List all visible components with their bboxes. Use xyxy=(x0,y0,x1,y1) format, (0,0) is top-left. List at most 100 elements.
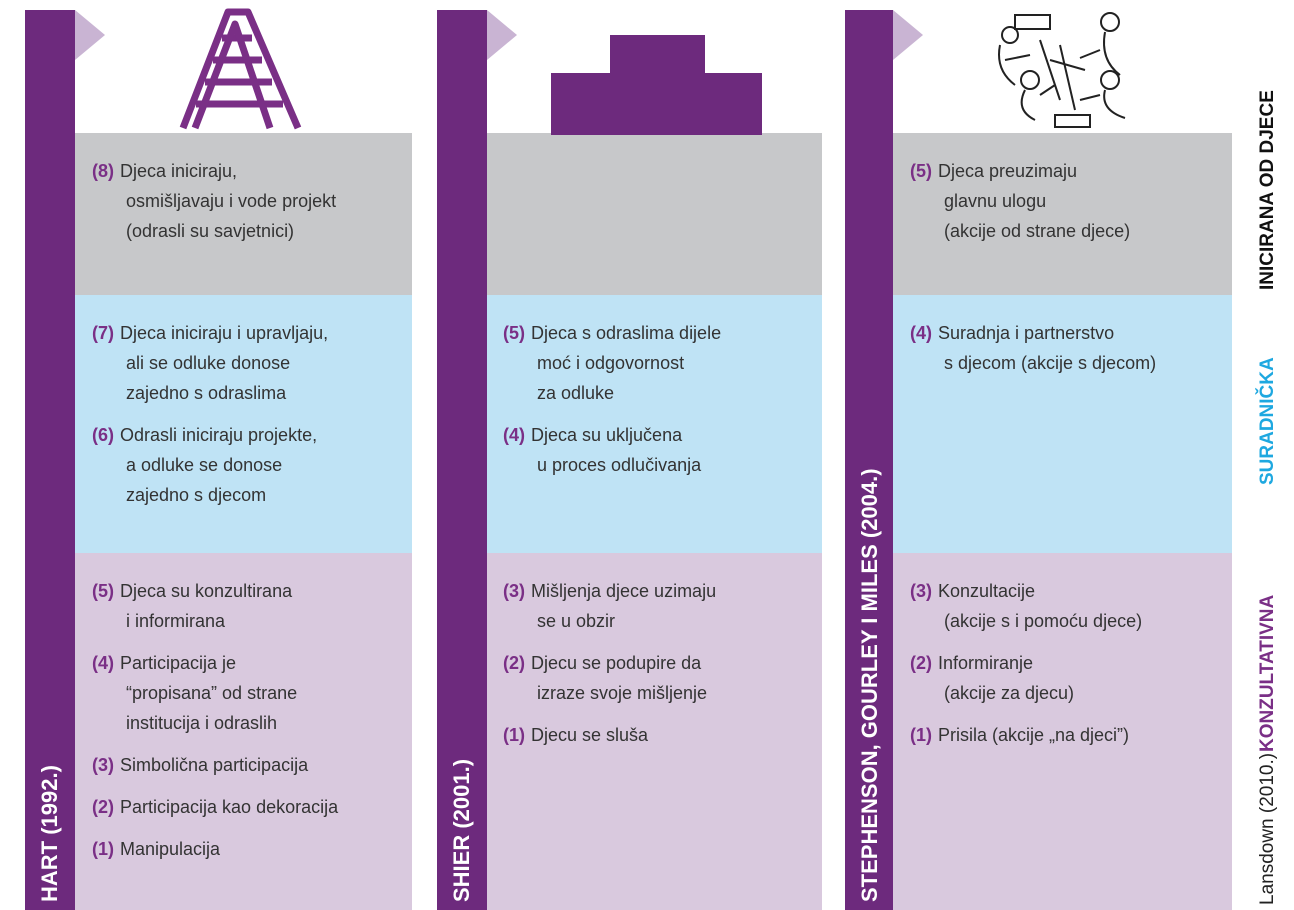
arrow-marker xyxy=(893,10,923,60)
item-text: za odluke xyxy=(537,383,615,403)
item-line: zajedno s odraslima xyxy=(126,378,286,408)
icons xyxy=(179,8,1126,135)
item-number: (1) xyxy=(503,725,525,745)
item-text: u proces odlučivanja xyxy=(537,455,702,475)
podium-icon xyxy=(551,35,762,135)
item-text: Suradnja i partnerstvo xyxy=(938,323,1115,343)
item-line: (5) Djeca s odraslima dijele xyxy=(503,318,721,348)
band xyxy=(893,295,1232,553)
item-line: ali se odluke donose xyxy=(126,348,290,378)
item-text: Odrasli iniciraju projekte, xyxy=(120,425,318,445)
item-line: u proces odlučivanja xyxy=(537,450,701,480)
side-label: KONZULTATIVNA xyxy=(1257,594,1278,752)
item-line: (1) Djecu se sluša xyxy=(503,720,648,750)
item-text: Mišljenja djece uzimaju xyxy=(531,581,717,601)
item-line: “propisana” od strane xyxy=(126,678,297,708)
item-text: i informirana xyxy=(126,611,226,631)
item-text: Djeca iniciraju, xyxy=(120,161,238,181)
band xyxy=(487,133,822,295)
item-line: (3) Konzultacije xyxy=(910,576,1035,606)
item-line: za odluke xyxy=(537,378,614,408)
item-line: se u obzir xyxy=(537,606,615,636)
item-line: zajedno s djecom xyxy=(126,480,266,510)
item-number: (8) xyxy=(92,161,114,181)
item-text: institucija i odraslih xyxy=(126,713,278,733)
item-line: (2) Informiranje xyxy=(910,648,1033,678)
item-number: (5) xyxy=(503,323,525,343)
item-line: (1) Prisila (akcije „na djeci”) xyxy=(910,720,1129,750)
item-text: Djecu se podupire da xyxy=(531,653,702,673)
item-text: Djecu se sluša xyxy=(531,725,649,745)
item-text: Participacija je xyxy=(120,653,237,673)
column-title: STEPHENSON, GOURLEY I MILES (2004.) xyxy=(857,468,882,902)
column-bar xyxy=(845,10,893,910)
item-text: zajedno s odraslima xyxy=(126,383,287,403)
item-text: Konzultacije xyxy=(938,581,1036,601)
item-number: (2) xyxy=(503,653,525,673)
item-line: s djecom (akcije s djecom) xyxy=(944,348,1156,378)
item-line: (akcije za djecu) xyxy=(944,678,1074,708)
band xyxy=(893,553,1232,910)
item-text: Manipulacija xyxy=(120,839,221,859)
item-line: (3) Simbolična participacija xyxy=(92,750,308,780)
item-line: osmišljavaju i vode projekt xyxy=(126,186,336,216)
item-line: (odrasli su savjetnici) xyxy=(126,216,294,246)
item-text: s djecom (akcije s djecom) xyxy=(944,353,1157,373)
item-number: (4) xyxy=(503,425,525,445)
item-number: (4) xyxy=(910,323,932,343)
item-text: Informiranje xyxy=(938,653,1034,673)
item-text: Participacija kao dekoracija xyxy=(120,797,339,817)
item-number: (3) xyxy=(92,755,114,775)
item-line: (4) Suradnja i partnerstvo xyxy=(910,318,1114,348)
item-line: (8) Djeca iniciraju, xyxy=(92,156,237,186)
band xyxy=(75,295,412,553)
band xyxy=(75,133,412,295)
item-number: (6) xyxy=(92,425,114,445)
item-line: moć i odgovornost xyxy=(537,348,684,378)
item-text: se u obzir xyxy=(537,611,616,631)
item-line: (6) Odrasli iniciraju projekte, xyxy=(92,420,317,450)
item-text: (akcije s i pomoću djece) xyxy=(944,611,1143,631)
item-line: (4) Djeca su uključena xyxy=(503,420,682,450)
item-text: Djeca su konzultirana xyxy=(120,581,293,601)
item-text: a odluke se donose xyxy=(126,455,283,475)
item-text: Djeca su uključena xyxy=(531,425,683,445)
item-number: (1) xyxy=(910,725,932,745)
item-line: (2) Participacija kao dekoracija xyxy=(92,792,338,822)
column-bar xyxy=(25,10,75,910)
item-line: (1) Manipulacija xyxy=(92,834,220,864)
item-number: (3) xyxy=(910,581,932,601)
item-line: (5) Djeca preuzimaju xyxy=(910,156,1077,186)
item-line: (akcije od strane djece) xyxy=(944,216,1130,246)
item-line: a odluke se donose xyxy=(126,450,282,480)
item-text: glavnu ulogu xyxy=(944,191,1047,211)
band xyxy=(75,553,412,910)
item-line: (2) Djecu se podupire da xyxy=(503,648,701,678)
item-line: (7) Djeca iniciraju i upravljaju, xyxy=(92,318,328,348)
item-text: osmišljavaju i vode projekt xyxy=(126,191,337,211)
band xyxy=(893,133,1232,295)
side-label: SURADNIČKA xyxy=(1257,357,1278,485)
item-text: Prisila (akcije „na djeci”) xyxy=(938,725,1130,745)
column-bar xyxy=(437,10,487,910)
children-illustration xyxy=(998,12,1126,128)
item-line: izraze svoje mišljenje xyxy=(537,678,707,708)
item-text: zajedno s djecom xyxy=(126,485,267,505)
arrow-marker xyxy=(75,10,105,60)
item-text: “propisana” od strane xyxy=(126,683,298,703)
item-line: institucija i odraslih xyxy=(126,708,277,738)
item-text: (akcije od strane djece) xyxy=(944,221,1131,241)
item-text: Simbolična participacija xyxy=(120,755,309,775)
item-number: (3) xyxy=(503,581,525,601)
item-number: (1) xyxy=(92,839,114,859)
item-number: (5) xyxy=(92,581,114,601)
item-text: moć i odgovornost xyxy=(537,353,685,373)
side-label: Lansdown (2010.) xyxy=(1257,752,1278,905)
item-line: (3) Mišljenja djece uzimaju xyxy=(503,576,716,606)
item-line: (akcije s i pomoću djece) xyxy=(944,606,1142,636)
band xyxy=(487,553,822,910)
band xyxy=(487,295,822,553)
column-title: SHIER (2001.) xyxy=(449,758,474,902)
item-text: ali se odluke donose xyxy=(126,353,291,373)
item-text: izraze svoje mišljenje xyxy=(537,683,708,703)
